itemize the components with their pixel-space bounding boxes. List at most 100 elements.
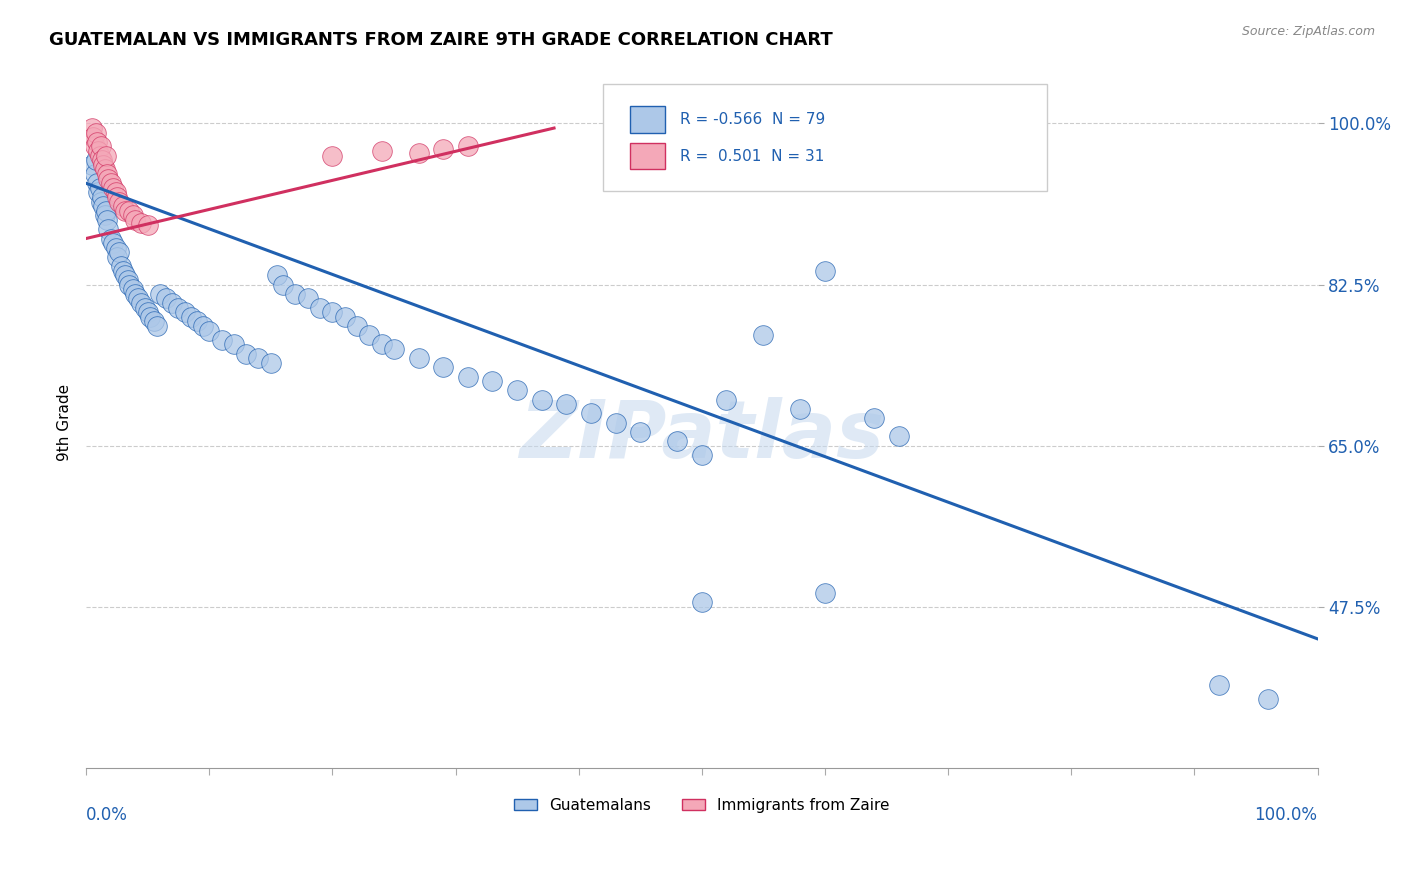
Point bbox=[408, 351, 430, 366]
Point bbox=[131, 296, 153, 310]
Point bbox=[222, 337, 245, 351]
Legend: Guatemalans, Immigrants from Zaire: Guatemalans, Immigrants from Zaire bbox=[508, 791, 896, 819]
Point bbox=[690, 595, 713, 609]
Point bbox=[457, 369, 479, 384]
Point bbox=[111, 199, 134, 213]
Point bbox=[87, 144, 110, 158]
Point bbox=[94, 149, 117, 163]
Point bbox=[716, 392, 738, 407]
Text: 0.0%: 0.0% bbox=[86, 805, 128, 823]
Point bbox=[84, 153, 107, 168]
Point bbox=[90, 194, 112, 209]
Point bbox=[789, 401, 811, 416]
Point bbox=[124, 213, 146, 227]
Point bbox=[82, 130, 104, 145]
Point bbox=[167, 301, 190, 315]
Point bbox=[191, 318, 214, 333]
Point bbox=[100, 176, 122, 190]
Point bbox=[370, 337, 392, 351]
Point bbox=[100, 231, 122, 245]
Point bbox=[149, 286, 172, 301]
Point bbox=[266, 268, 288, 283]
Point bbox=[91, 158, 114, 172]
Point bbox=[118, 203, 141, 218]
Point bbox=[108, 245, 131, 260]
Point bbox=[235, 346, 257, 360]
Point bbox=[752, 328, 775, 343]
Point bbox=[333, 310, 356, 324]
Point bbox=[457, 139, 479, 153]
Point bbox=[579, 406, 602, 420]
Point bbox=[359, 328, 381, 343]
Point bbox=[86, 135, 108, 149]
Point bbox=[91, 199, 114, 213]
Point bbox=[628, 425, 651, 439]
Point bbox=[555, 397, 578, 411]
Point bbox=[83, 139, 105, 153]
Point bbox=[93, 162, 115, 177]
Point bbox=[93, 209, 115, 223]
Text: Source: ZipAtlas.com: Source: ZipAtlas.com bbox=[1241, 25, 1375, 38]
Point bbox=[346, 318, 368, 333]
FancyBboxPatch shape bbox=[603, 85, 1046, 191]
Point bbox=[814, 263, 837, 277]
Point bbox=[382, 342, 405, 356]
Point bbox=[432, 142, 454, 156]
Point bbox=[97, 171, 120, 186]
Point bbox=[211, 333, 233, 347]
Point bbox=[84, 126, 107, 140]
Point bbox=[97, 222, 120, 236]
Point bbox=[96, 167, 118, 181]
Point bbox=[155, 291, 177, 305]
Point bbox=[89, 149, 111, 163]
Text: ZIPatlas: ZIPatlas bbox=[519, 397, 884, 475]
Point bbox=[104, 186, 127, 200]
Point bbox=[91, 190, 114, 204]
Point bbox=[104, 241, 127, 255]
Text: 100.0%: 100.0% bbox=[1254, 805, 1317, 823]
Point bbox=[142, 314, 165, 328]
Point bbox=[186, 314, 208, 328]
Point bbox=[297, 291, 319, 305]
Point bbox=[321, 149, 343, 163]
Text: R = -0.566  N = 79: R = -0.566 N = 79 bbox=[679, 112, 825, 127]
FancyBboxPatch shape bbox=[630, 106, 665, 133]
Point bbox=[105, 190, 128, 204]
Point bbox=[82, 158, 104, 172]
Point bbox=[101, 236, 124, 251]
Point bbox=[105, 250, 128, 264]
Point bbox=[1257, 691, 1279, 706]
Point bbox=[690, 448, 713, 462]
Text: R =  0.501  N = 31: R = 0.501 N = 31 bbox=[679, 149, 824, 163]
Point bbox=[198, 324, 221, 338]
Point bbox=[127, 291, 149, 305]
Point bbox=[408, 145, 430, 160]
Point bbox=[134, 301, 156, 315]
Point bbox=[1208, 678, 1230, 692]
Point bbox=[86, 176, 108, 190]
Point bbox=[83, 167, 105, 181]
Point bbox=[180, 310, 202, 324]
Point bbox=[111, 263, 134, 277]
Point bbox=[173, 305, 195, 319]
Point bbox=[87, 186, 110, 200]
Point bbox=[94, 203, 117, 218]
Point bbox=[96, 213, 118, 227]
Point bbox=[131, 216, 153, 230]
Point bbox=[82, 121, 104, 136]
Point bbox=[117, 273, 139, 287]
Point bbox=[605, 416, 627, 430]
Point bbox=[309, 301, 332, 315]
Point bbox=[90, 139, 112, 153]
Point bbox=[863, 411, 886, 425]
Point bbox=[110, 259, 132, 273]
Point bbox=[89, 181, 111, 195]
Point bbox=[506, 384, 529, 398]
Point bbox=[121, 282, 143, 296]
Point bbox=[139, 310, 162, 324]
Point bbox=[370, 144, 392, 158]
Point bbox=[271, 277, 294, 292]
Point bbox=[321, 305, 343, 319]
Point bbox=[530, 392, 553, 407]
Point bbox=[108, 194, 131, 209]
